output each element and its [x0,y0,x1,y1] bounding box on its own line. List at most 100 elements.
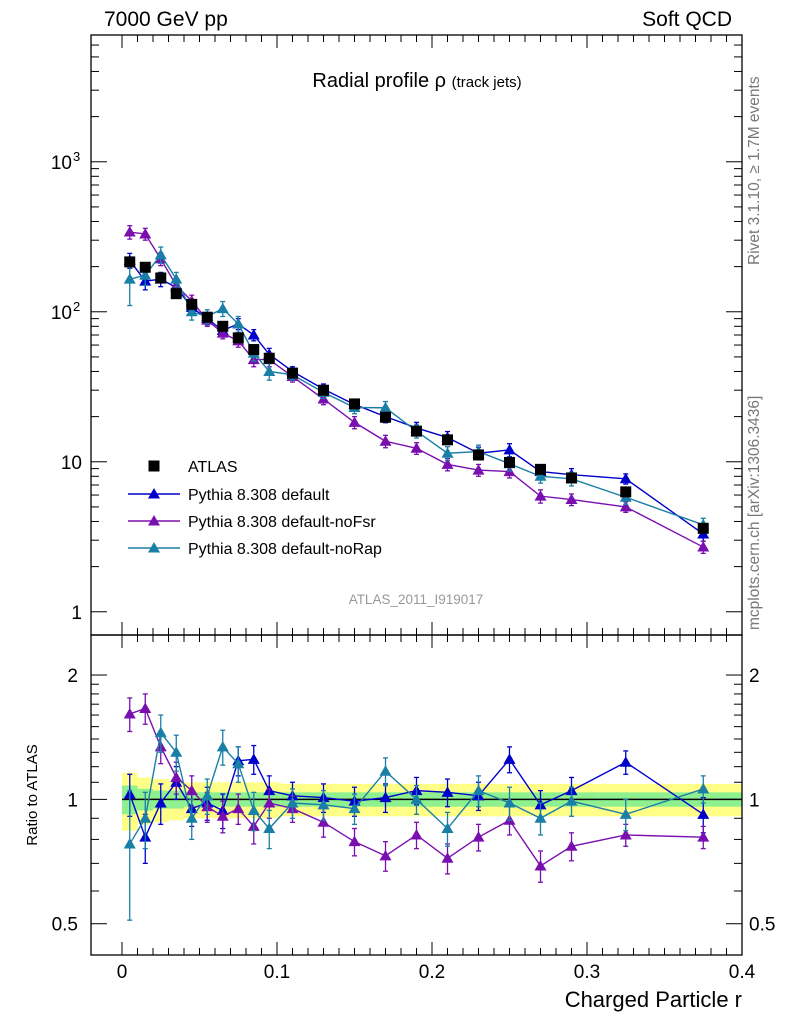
x-tick-label: 0 [117,962,128,983]
pythia-8-308-default-nofsr-ratio-point [123,707,136,719]
legend-label-pythia-8-308-default-norap: Pythia 8.308 default-noRap [188,541,382,558]
atlas-data-point [535,463,546,475]
pythia-8-308-default-nofsr-ratio-point [472,831,485,842]
pythia-8-308-default-nofsr-ratio-point [565,840,578,851]
pythia-8-308-default-norap-point [379,401,392,413]
pythia-8-308-default-norap-ratio-point [348,802,361,814]
analysis-watermark: ATLAS_2011_I919017 [349,592,484,607]
pythia-8-308-default-nofsr-point [379,435,392,446]
atlas-data-point [287,367,298,379]
header-process-label: 7000 GeV pp [104,8,228,31]
pythia-8-308-default-norap-ratio-point [263,822,276,834]
legend-marker-pythia-8-308-default-nofsr [148,515,160,526]
atlas-data-point [124,256,136,268]
pythia-8-308-default-norap-point [139,269,152,280]
legend: ATLAS Pythia 8.308 default Pythia 8.308 de… [128,459,382,558]
pythia-8-308-default-norap-ratio-point [154,726,167,738]
main-y-tick-exponent: 3 [73,149,80,164]
atlas-data-point [697,522,709,534]
pythia-8-308-default-nofsr-point [216,327,229,338]
main-y-tick-label: 10 [61,453,82,474]
pythia-8-308-default-norap-ratio-point [232,757,245,769]
atlas-data-point [217,320,229,332]
ratio-y-tick-label: 0.5 [52,915,78,936]
pythia-8-308-default-norap-ratio-point [201,789,214,801]
x-tick-label: 0.1 [264,962,290,983]
atlas-data-point [155,272,167,284]
pythia-8-308-default-nofsr-point [565,493,578,505]
pythia-8-308-default-norap-ratio-point [123,837,136,849]
atlas-data-point [349,398,360,410]
pythia-8-308-default-ratio-point [503,753,516,764]
atlas-data-point [620,486,632,498]
pythia-8-308-default-norap-point [185,305,198,317]
pythia-8-308-default-ratio-line [129,758,704,840]
pythia-8-308-default-nofsr-ratio-point [185,784,198,796]
x-tick-label: 0.2 [419,962,445,983]
main-plot-series [123,225,710,555]
main-y-tick-exponent: 2 [73,299,80,314]
ratio-plot-series [123,693,710,921]
pythia-8-308-default-nofsr-ratio-point [232,802,245,814]
pythia-8-308-default-nofsr-ratio-point [379,849,392,861]
pythia-8-308-default-norap-ratio-point [503,797,516,808]
pythia-8-308-default-nofsr-point [123,226,136,237]
pythia-8-308-default-norap-ratio-point [379,765,392,776]
main-y-tick-label: 10 [51,153,72,174]
main-y-tick-label: 1 [71,603,82,624]
atlas-data-point [380,411,391,423]
header-category-label: Soft QCD [642,8,732,31]
pythia-8-308-default-nofsr-point [534,490,547,501]
pythia-8-308-default-nofsr-ratio-point [263,797,276,808]
atlas-data-point [318,384,329,396]
pythia-8-308-default-nofsr-point [697,541,710,552]
legend-marker-pythia-8-308-default [148,488,160,499]
atlas-data-point [248,344,260,356]
pythia-8-308-default-point [619,472,632,484]
atlas-data-point [473,449,484,461]
pythia-8-308-default-line [129,259,704,535]
pythia-8-308-default-norap-ratio-point [534,812,547,823]
pythia-8-308-default-nofsr-point [619,500,632,512]
x-tick-label: 0.4 [729,962,756,983]
pythia-8-308-default-norap-ratio-line [129,731,704,845]
pythia-8-308-default-nofsr-ratio-point [697,831,710,842]
pythia-8-308-default-nofsr-point [472,464,485,475]
pythia-8-308-default-nofsr-ratio-point [619,828,632,840]
legend-marker-atlas [148,460,160,472]
pythia-8-308-default-nofsr-ratio-point [410,828,423,840]
pythia-8-308-default-norap-ratio-point [697,782,710,794]
pythia-8-308-default-norap-point [216,302,229,314]
pythia-8-308-default-norap-line [129,253,704,526]
ratio-y-axis-title: Ratio to ATLAS [24,744,41,845]
pythia-8-308-default-norap-ratio-point [139,812,152,823]
ratio-y-tick-label-right: 2 [749,666,760,687]
atlas-data-point [170,288,182,300]
pythia-8-308-default-ratio-point [441,786,454,797]
atlas-data-point [201,311,213,323]
pythia-8-308-default-norap-ratio-point [317,798,330,810]
atlas-data-point [232,332,244,344]
pythia-8-308-default-norap-point [170,273,183,284]
pythia-8-308-default-norap-ratio-point [286,797,299,808]
ratio-y-tick-label: 1 [67,790,78,811]
pythia-8-308-default-nofsr-ratio-point [441,852,454,863]
ratio-y-tick-label-right: 1 [749,790,760,811]
data-uncertainty-bands [122,772,742,831]
pythia-8-308-default-point [503,443,516,455]
x-tick-label: 0.3 [574,962,600,983]
pythia-8-308-default-norap-ratio-point [472,784,485,796]
pythia-8-308-default-ratio-point [247,753,260,764]
pythia-8-308-default-norap-ratio-point [565,795,578,806]
pythia-8-308-default-norap-ratio-point [185,812,198,823]
pythia-8-308-default-norap-ratio-point [619,808,632,819]
pythia-8-308-default-nofsr-ratio-point [216,810,229,821]
pythia-8-308-default-norap-point [154,248,167,260]
pythia-8-308-default-nofsr-ratio-point [139,702,152,713]
pythia-8-308-default-ratio-point [379,791,392,803]
ratio-y-tick-label: 2 [67,666,78,687]
legend-label-pythia-8-308-default-nofsr: Pythia 8.308 default-noFsr [188,514,376,531]
legend-label-pythia-8-308-default: Pythia 8.308 default [188,487,330,504]
pythia-8-308-default-norap-ratio-point [216,740,229,752]
